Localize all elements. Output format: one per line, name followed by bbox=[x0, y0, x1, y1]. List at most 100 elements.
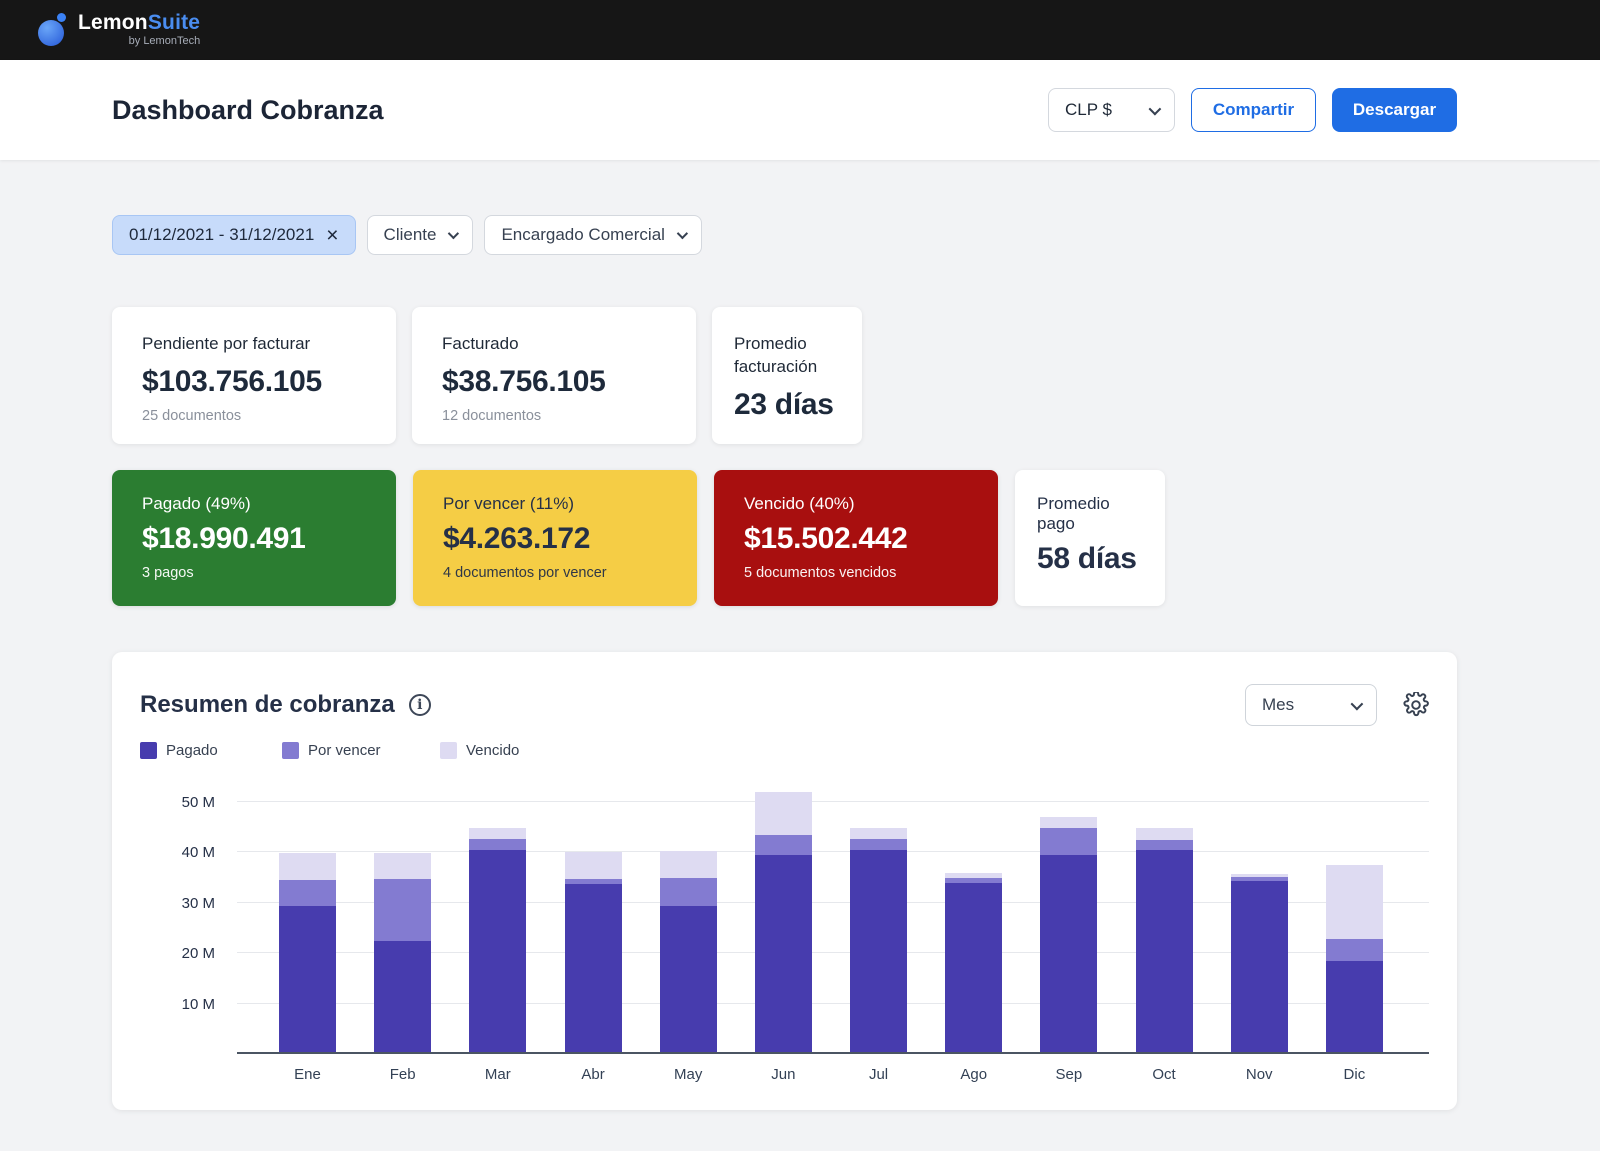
currency-select-value: CLP $ bbox=[1065, 100, 1112, 120]
kpi-card-promedio-facturacion: Promedio facturación 23 días bbox=[712, 307, 862, 444]
x-axis-tick-label: Ago bbox=[945, 1066, 1002, 1083]
manager-filter-dropdown[interactable]: Encargado Comercial bbox=[484, 215, 701, 255]
bar-segment-pagado bbox=[565, 884, 622, 1052]
brand-name: LemonSuite bbox=[78, 12, 200, 34]
page-title: Dashboard Cobranza bbox=[112, 95, 384, 126]
kpi-value: 23 días bbox=[734, 388, 840, 422]
bar-segment-vencido bbox=[374, 853, 431, 879]
x-axis-tick-label: Oct bbox=[1136, 1066, 1193, 1083]
bar-segment-vencido bbox=[1040, 817, 1097, 828]
kpi-card-facturado: Facturado $38.756.105 12 documentos bbox=[412, 307, 696, 444]
status-card: Pagado (49%) $18.990.491 3 pagos bbox=[112, 470, 396, 606]
chevron-down-icon bbox=[1149, 102, 1162, 115]
bar-group-abr[interactable]: Abr bbox=[565, 852, 622, 1052]
status-label: Pagado (49%) bbox=[142, 494, 366, 514]
bar-segment-vencido bbox=[279, 853, 336, 881]
download-button[interactable]: Descargar bbox=[1332, 88, 1457, 132]
bar-group-ene[interactable]: Ene bbox=[279, 853, 336, 1052]
y-axis-tick-label: 30 M bbox=[182, 895, 215, 912]
legend-swatch bbox=[282, 742, 299, 759]
bar-segment-vencido bbox=[565, 852, 622, 879]
x-axis-tick-label: Feb bbox=[374, 1066, 431, 1083]
brand-byline: by LemonTech bbox=[129, 36, 201, 48]
kpi-cards-row: Pendiente por facturar $103.756.105 25 d… bbox=[112, 307, 1457, 444]
x-axis-tick-label: Nov bbox=[1231, 1066, 1288, 1083]
status-card: Por vencer (11%) $4.263.172 4 documentos… bbox=[413, 470, 697, 606]
chevron-down-icon bbox=[677, 228, 688, 239]
bar-group-ago[interactable]: Ago bbox=[945, 873, 1002, 1052]
top-navigation-bar: LemonSuite by LemonTech bbox=[0, 0, 1600, 60]
legend-label: Por vencer bbox=[308, 742, 381, 759]
kpi-value: $103.756.105 bbox=[142, 365, 366, 399]
info-icon[interactable]: i bbox=[409, 694, 431, 716]
bar-segment-pagado bbox=[279, 906, 336, 1052]
bar-group-oct[interactable]: Oct bbox=[1136, 828, 1193, 1052]
share-button[interactable]: Compartir bbox=[1191, 88, 1316, 132]
bar-segment-pagado bbox=[1040, 855, 1097, 1052]
bar-group-jun[interactable]: Jun bbox=[755, 792, 812, 1052]
bar-segment-pagado bbox=[945, 883, 1002, 1052]
bar-segment-por-vencer bbox=[469, 839, 526, 850]
status-value: $15.502.442 bbox=[744, 522, 968, 556]
kpi-subtext: 25 documentos bbox=[142, 408, 366, 424]
kpi-card-pendiente: Pendiente por facturar $103.756.105 25 d… bbox=[112, 307, 396, 444]
x-axis-tick-label: Jul bbox=[850, 1066, 907, 1083]
status-label: Promedio pago bbox=[1037, 494, 1143, 534]
chevron-down-icon bbox=[448, 228, 459, 239]
status-value: $4.263.172 bbox=[443, 522, 667, 556]
legend-item-por-vencer[interactable]: Por vencer bbox=[282, 742, 440, 759]
filters-row: 01/12/2021 - 31/12/2021 × Cliente Encarg… bbox=[112, 215, 1457, 255]
date-range-value: 01/12/2021 - 31/12/2021 bbox=[129, 225, 314, 245]
status-card: Promedio pago 58 días bbox=[1015, 470, 1165, 606]
bar-segment-por-vencer bbox=[1136, 840, 1193, 850]
bar-group-mar[interactable]: Mar bbox=[469, 828, 526, 1052]
bar-group-may[interactable]: May bbox=[660, 851, 717, 1052]
bar-segment-vencido bbox=[850, 828, 907, 839]
bar-segment-vencido bbox=[1326, 865, 1383, 939]
x-axis-tick-label: Ene bbox=[279, 1066, 336, 1083]
status-cards-row: Pagado (49%) $18.990.491 3 pagos Por ven… bbox=[112, 470, 1457, 606]
chart-title: Resumen de cobranza bbox=[140, 691, 395, 719]
period-select[interactable]: Mes bbox=[1245, 684, 1377, 726]
page-header: Dashboard Cobranza CLP $ Compartir Desca… bbox=[0, 60, 1600, 160]
status-label: Por vencer (11%) bbox=[443, 494, 667, 514]
status-subtext: 5 documentos vencidos bbox=[744, 565, 968, 581]
bar-segment-pagado bbox=[1326, 961, 1383, 1052]
bar-segment-vencido bbox=[469, 828, 526, 839]
bar-segment-por-vencer bbox=[279, 880, 336, 905]
bar-segment-vencido bbox=[755, 792, 812, 835]
bar-segment-por-vencer bbox=[660, 878, 717, 906]
chart-legend: Pagado Por vencer Vencido bbox=[140, 742, 1429, 759]
x-axis-tick-label: Dic bbox=[1326, 1066, 1383, 1083]
currency-select[interactable]: CLP $ bbox=[1048, 88, 1175, 132]
bar-segment-pagado bbox=[1136, 850, 1193, 1052]
bar-group-jul[interactable]: Jul bbox=[850, 828, 907, 1052]
bar-segment-pagado bbox=[850, 850, 907, 1052]
bar-segment-vencido bbox=[1136, 828, 1193, 840]
client-filter-dropdown[interactable]: Cliente bbox=[367, 215, 474, 255]
x-axis-tick-label: Mar bbox=[469, 1066, 526, 1083]
legend-item-pagado[interactable]: Pagado bbox=[140, 742, 282, 759]
y-axis-tick-label: 20 M bbox=[182, 945, 215, 962]
x-axis-tick-label: Abr bbox=[565, 1066, 622, 1083]
chart-plot: EneFebMarAbrMayJunJulAgoSepOctNovDic 10 … bbox=[237, 789, 1429, 1054]
close-icon[interactable]: × bbox=[326, 225, 338, 246]
kpi-label: Promedio facturación bbox=[734, 333, 840, 379]
bar-group-dic[interactable]: Dic bbox=[1326, 865, 1383, 1052]
date-range-filter-chip[interactable]: 01/12/2021 - 31/12/2021 × bbox=[112, 215, 356, 255]
lemonsuite-logo[interactable]: LemonSuite by LemonTech bbox=[38, 12, 200, 48]
legend-item-vencido[interactable]: Vencido bbox=[440, 742, 582, 759]
status-card: Vencido (40%) $15.502.442 5 documentos v… bbox=[714, 470, 998, 606]
x-axis-tick-label: Jun bbox=[755, 1066, 812, 1083]
status-label: Vencido (40%) bbox=[744, 494, 968, 514]
bar-segment-pagado bbox=[469, 850, 526, 1052]
legend-label: Pagado bbox=[166, 742, 218, 759]
bar-group-sep[interactable]: Sep bbox=[1040, 817, 1097, 1052]
x-axis-tick-label: May bbox=[660, 1066, 717, 1083]
bar-group-nov[interactable]: Nov bbox=[1231, 874, 1288, 1052]
chart-x-axis-line bbox=[237, 1052, 1429, 1054]
bar-segment-vencido bbox=[660, 851, 717, 878]
bar-group-feb[interactable]: Feb bbox=[374, 853, 431, 1052]
gear-icon[interactable] bbox=[1403, 692, 1429, 718]
bar-segment-pagado bbox=[660, 906, 717, 1052]
